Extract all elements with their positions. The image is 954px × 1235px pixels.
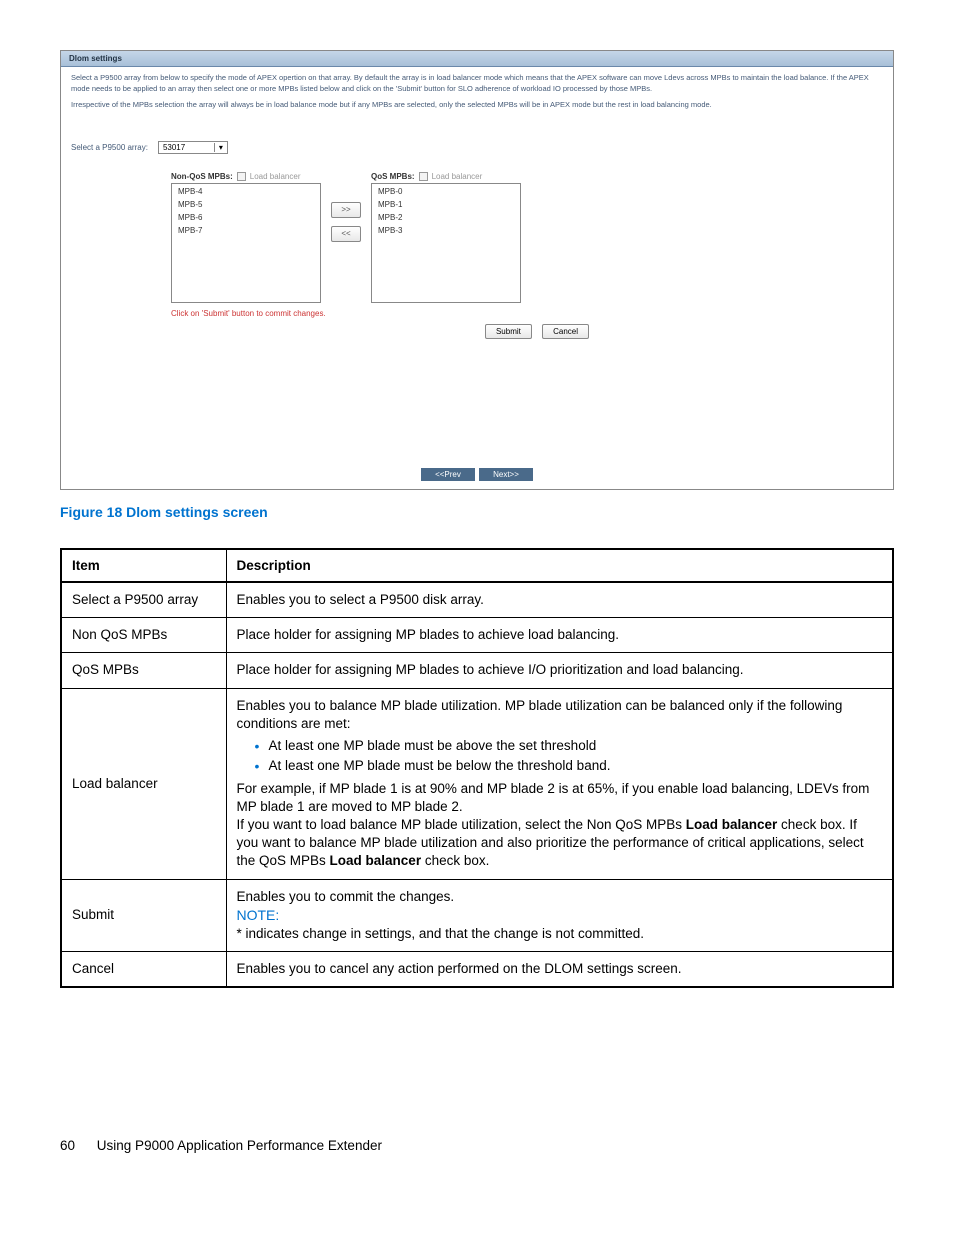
list-item[interactable]: MPB-7	[178, 226, 314, 235]
page-footer: 60 Using P9000 Application Performance E…	[60, 1138, 894, 1153]
note-label: NOTE:	[237, 906, 883, 925]
description-table: Item Description Select a P9500 array En…	[60, 548, 894, 988]
table-row-desc: Place holder for assigning MP blades to …	[226, 653, 893, 688]
qos-list[interactable]: MPB-0 MPB-1 MPB-2 MPB-3	[371, 183, 521, 303]
cancel-button[interactable]: Cancel	[542, 324, 589, 339]
footer-text: Using P9000 Application Performance Exte…	[97, 1138, 382, 1153]
list-item[interactable]: MPB-0	[378, 187, 514, 196]
non-qos-lb-checkbox[interactable]	[237, 172, 246, 181]
move-left-button[interactable]: <<	[331, 226, 361, 242]
table-row-item: Select a P9500 array	[61, 582, 226, 618]
next-button[interactable]: Next>>	[479, 468, 533, 481]
col-description: Description	[226, 549, 893, 582]
list-item[interactable]: MPB-4	[178, 187, 314, 196]
table-row-desc: Place holder for assigning MP blades to …	[226, 618, 893, 653]
table-row-item: Cancel	[61, 951, 226, 987]
dlom-screenshot: Dlom settings Select a P9500 array from …	[60, 50, 894, 490]
prev-button[interactable]: <<Prev	[421, 468, 475, 481]
list-item[interactable]: MPB-1	[378, 200, 514, 209]
array-dropdown-value: 53017	[163, 143, 185, 152]
intro-para-1: Select a P9500 array from below to speci…	[71, 73, 883, 94]
intro-para-2: Irrespective of the MPBs selection the a…	[71, 100, 883, 111]
list-item[interactable]: MPB-2	[378, 213, 514, 222]
bullet-item: At least one MP blade must be below the …	[255, 757, 883, 775]
non-qos-list[interactable]: MPB-4 MPB-5 MPB-6 MPB-7	[171, 183, 321, 303]
table-row-desc: Enables you to balance MP blade utilizat…	[226, 688, 893, 879]
bullet-item: At least one MP blade must be above the …	[255, 737, 883, 755]
panel-header: Dlom settings	[61, 51, 893, 67]
list-item[interactable]: MPB-6	[178, 213, 314, 222]
select-array-label: Select a P9500 array:	[71, 143, 148, 152]
table-row-desc: Enables you to cancel any action perform…	[226, 951, 893, 987]
non-qos-label: Non-QoS MPBs:	[171, 172, 233, 181]
submit-button[interactable]: Submit	[485, 324, 532, 339]
col-item: Item	[61, 549, 226, 582]
table-row-item: QoS MPBs	[61, 653, 226, 688]
non-qos-label-row: Non-QoS MPBs: Load balancer	[171, 172, 321, 181]
move-right-button[interactable]: >>	[331, 202, 361, 218]
table-row-item: Load balancer	[61, 688, 226, 879]
chevron-down-icon: ▾	[214, 143, 223, 152]
table-row-item: Submit	[61, 879, 226, 951]
table-row-item: Non QoS MPBs	[61, 618, 226, 653]
table-row-desc: Enables you to commit the changes. NOTE:…	[226, 879, 893, 951]
commit-message: Click on 'Submit' button to commit chang…	[171, 309, 883, 318]
page-number: 60	[60, 1138, 75, 1153]
figure-caption: Figure 18 Dlom settings screen	[60, 504, 894, 520]
array-dropdown[interactable]: 53017 ▾	[158, 141, 228, 154]
list-item[interactable]: MPB-3	[378, 226, 514, 235]
qos-label: QoS MPBs:	[371, 172, 415, 181]
qos-lb-checkbox[interactable]	[419, 172, 428, 181]
list-item[interactable]: MPB-5	[178, 200, 314, 209]
non-qos-lb-label: Load balancer	[250, 172, 301, 181]
qos-lb-label: Load balancer	[432, 172, 483, 181]
table-row-desc: Enables you to select a P9500 disk array…	[226, 582, 893, 618]
qos-label-row: QoS MPBs: Load balancer	[371, 172, 521, 181]
